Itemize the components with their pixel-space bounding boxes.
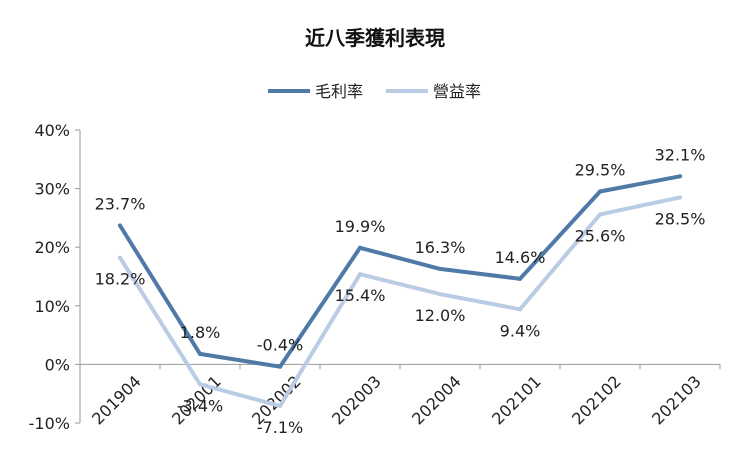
legend-label-gross-margin: 毛利率 <box>315 82 363 101</box>
point-operating-margin <box>118 255 122 260</box>
x-tick-label: 202103 <box>648 372 705 429</box>
data-labels: 23.7% 1.8% -0.4% 19.9% 16.3% 14.6% 29.5% 32.1% 1… <box>95 145 706 437</box>
series-layer <box>118 174 682 409</box>
point-operating-margin <box>278 404 282 409</box>
legend: 毛利率 營益率 <box>268 82 481 101</box>
point-gross-margin <box>438 266 442 271</box>
data-label-operating-margin: 18.2% <box>95 270 146 289</box>
data-label-operating-margin: 28.5% <box>655 209 706 228</box>
data-label-operating-margin: -7.1% <box>257 418 303 437</box>
y-tick-label: 30% <box>34 180 70 199</box>
data-label-gross-margin: 29.5% <box>575 161 626 180</box>
point-gross-margin <box>198 351 202 356</box>
x-tick-label: 202102 <box>568 372 625 429</box>
series-line-operating-margin <box>118 195 682 408</box>
y-tick-label: 0% <box>45 355 70 374</box>
data-label-gross-margin: 16.3% <box>415 238 466 257</box>
point-gross-margin <box>678 174 682 179</box>
data-label-operating-margin: 12.0% <box>415 306 466 325</box>
data-label-operating-margin: 15.4% <box>335 286 386 305</box>
point-gross-margin <box>518 276 522 281</box>
point-operating-margin <box>358 272 362 277</box>
y-tick-label: -10% <box>29 414 70 433</box>
data-label-gross-margin: 23.7% <box>95 195 146 214</box>
data-label-gross-margin: 19.9% <box>335 217 386 236</box>
x-tick-label: 201904 <box>88 372 145 429</box>
y-tick-label: 10% <box>34 297 70 316</box>
y-tick-label: 40% <box>34 121 70 140</box>
data-label-gross-margin: -0.4% <box>257 336 303 355</box>
x-tick-label: 202004 <box>408 372 465 429</box>
y-tick-label: 20% <box>34 238 70 257</box>
point-gross-margin <box>598 189 602 194</box>
point-operating-margin <box>518 307 522 312</box>
point-operating-margin <box>198 382 202 387</box>
legend-label-operating-margin: 營益率 <box>433 82 481 101</box>
point-operating-margin <box>438 292 442 297</box>
point-operating-margin <box>678 195 682 200</box>
point-gross-margin <box>278 364 282 369</box>
series-line-gross-margin <box>118 174 682 369</box>
point-gross-margin <box>118 223 122 228</box>
data-label-operating-margin: -3.4% <box>177 396 223 415</box>
data-label-gross-margin: 32.1% <box>655 145 706 164</box>
data-label-operating-margin: 25.6% <box>575 226 626 245</box>
x-tick-label: 202101 <box>488 372 545 429</box>
chart-title: 近八季獲利表現 <box>305 26 445 50</box>
data-label-gross-margin: 14.6% <box>495 248 546 267</box>
data-label-gross-margin: 1.8% <box>180 323 221 342</box>
x-tick-label: 202003 <box>328 372 385 429</box>
point-operating-margin <box>598 212 602 217</box>
point-gross-margin <box>358 245 362 250</box>
data-label-operating-margin: 9.4% <box>500 321 541 340</box>
